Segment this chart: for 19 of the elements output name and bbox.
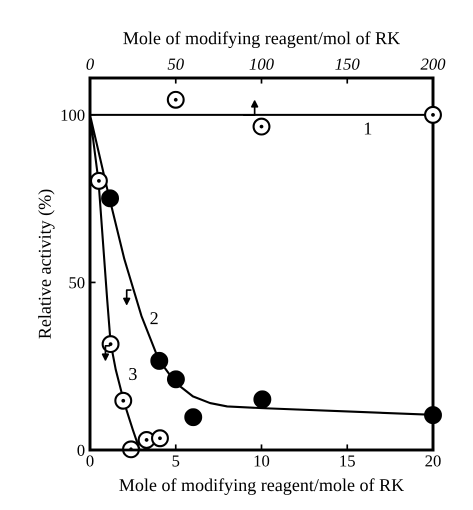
x-tick-label: 20 xyxy=(425,455,441,467)
annotation: 2 xyxy=(150,312,158,324)
y-tick-label: 50 xyxy=(69,277,85,288)
annotation: 3 xyxy=(129,368,137,380)
x2-tick-label: 100 xyxy=(250,58,274,70)
x-tick-label: 10 xyxy=(254,455,270,467)
x2-tick-label: 200 xyxy=(420,58,446,70)
annotation: 1 xyxy=(364,122,372,134)
x-axis-title: Mole of modifying reagent/mole of RK xyxy=(119,478,404,495)
y-tick-label: 100 xyxy=(62,110,85,121)
x2-axis-title: Mole of modifying reagent/mol of RK xyxy=(123,31,400,48)
x-tick-label: 5 xyxy=(172,456,180,467)
x-tick-label: 15 xyxy=(340,455,355,467)
y-axis-title: Relative activity (%) xyxy=(38,190,55,339)
x2-tick-label: 50 xyxy=(168,58,184,70)
x2-tick-label: 0 xyxy=(86,58,94,70)
y-tick-label: 0 xyxy=(77,444,85,456)
x-tick-label: 0 xyxy=(86,455,94,467)
x2-tick-label: 150 xyxy=(335,58,360,70)
